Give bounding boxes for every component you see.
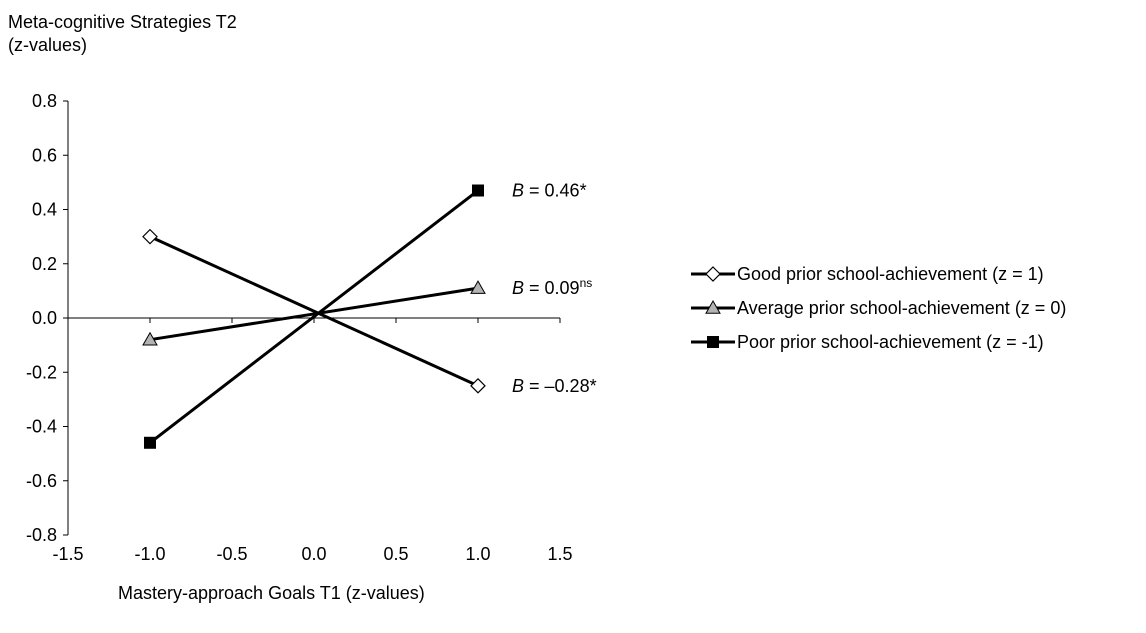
- x-axis-label: Mastery-approach Goals T1 (z-values): [118, 583, 425, 603]
- slope-annotation: B = 0.46*: [512, 181, 587, 201]
- y-tick-label: -0.2: [26, 362, 57, 382]
- x-tick-label: 0.0: [301, 544, 326, 564]
- series-lines: [149, 189, 479, 444]
- x-tick-label: 0.5: [383, 544, 408, 564]
- data-point-2: [472, 184, 484, 197]
- series-line-0: [149, 235, 479, 388]
- y-tick-label: -0.8: [26, 525, 57, 545]
- y-axis-label-line-1: Meta-cognitive Strategies T2: [8, 12, 237, 32]
- legend-label: Good prior school-achievement (z = 1): [737, 264, 1044, 284]
- legend-marker: [705, 266, 721, 282]
- y-tick-label: 0.2: [32, 254, 57, 274]
- y-tick-label: 0.0: [32, 308, 57, 328]
- y-tick-label: -0.6: [26, 471, 57, 491]
- y-tick-label: 0.4: [32, 200, 57, 220]
- legend: Good prior school-achievement (z = 1) Ave…: [691, 264, 1066, 352]
- data-point-0: [142, 228, 158, 245]
- series-line-1: [149, 286, 479, 342]
- y-tick-label: 0.6: [32, 145, 57, 165]
- x-tick-label: 1.5: [547, 544, 572, 564]
- tick-labels: 0.8 0.6 0.4 0.2 0.0 -0.2 -0.4 -0.6 -0.8-1.5 -1.0 -…: [26, 91, 573, 564]
- slope-annotation: B = 0.09ns: [512, 276, 592, 298]
- x-tick-label: 1.0: [465, 544, 490, 564]
- data-point-0: [470, 377, 486, 394]
- legend-marker: [705, 299, 721, 314]
- y-tick-label: 0.8: [32, 91, 57, 111]
- series-markers: [142, 184, 486, 449]
- legend-label: Average prior school-achievement (z = 0): [737, 298, 1066, 318]
- data-point-2: [144, 436, 156, 449]
- legend-label: Poor prior school-achievement (z = -1): [737, 332, 1044, 352]
- x-tick-label: -1.0: [134, 544, 165, 564]
- data-point-1: [470, 280, 486, 294]
- slope-annotations: B = –0.28* B = 0.09ns B = 0.46*: [512, 181, 597, 396]
- y-tick-label: -0.4: [26, 417, 57, 437]
- slope-annotation: B = –0.28*: [512, 376, 597, 396]
- x-tick-label: -0.5: [216, 544, 247, 564]
- x-tick-label: -1.5: [52, 544, 83, 564]
- series-line-2: [149, 189, 479, 444]
- legend-marker: [707, 336, 719, 348]
- y-axis-label-line-2: (z-values): [8, 35, 88, 55]
- data-point-1: [142, 331, 158, 346]
